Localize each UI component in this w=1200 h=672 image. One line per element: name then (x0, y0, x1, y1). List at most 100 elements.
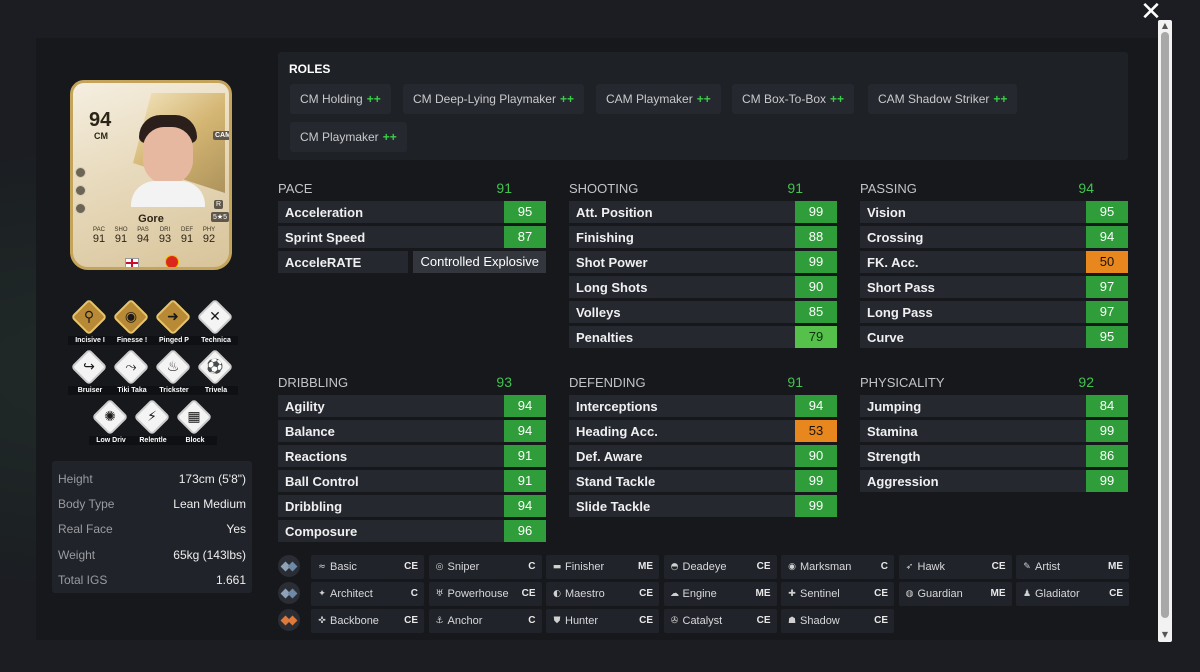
chemistry-style-shadow[interactable]: ☗ Shadow CE (781, 609, 894, 633)
role-chip[interactable]: CM Playmaker ++ (290, 122, 407, 152)
chemistry-style-name: Hawk (917, 561, 946, 573)
playstyle-technical-icon[interactable]: ✕ Technica (194, 298, 238, 350)
attribute-value: 94 (1086, 226, 1128, 249)
marksman-icon: ◉ (788, 562, 796, 572)
chemistry-style-hunter[interactable]: ⛊ Hunter CE (546, 609, 659, 633)
finesse-shot-icon: ◉ (124, 309, 138, 325)
attribute-group-shooting: SHOOTING 91 Att. Position 99 Finishing 88 Shot… (569, 178, 837, 351)
playstyle-trickster-icon[interactable]: ♨ Trickster (152, 348, 196, 400)
scroll-thumb[interactable] (1161, 32, 1169, 618)
chemistry-style-boost: CE (1109, 588, 1123, 599)
close-icon[interactable]: ✕ (1140, 0, 1162, 27)
gladiator-icon: ♟ (1022, 589, 1032, 599)
chemistry-style-backbone[interactable]: ✜ Backbone CE (311, 609, 424, 633)
attribute-row: Strength 86 (860, 444, 1128, 469)
attribute-row: Penalties 79 (569, 325, 837, 350)
card-skill-moves: 5★5 (211, 212, 229, 222)
card-stat: DEF 91 (180, 227, 194, 245)
chemistry-style-name: Gladiator (1035, 588, 1080, 600)
playstyle-finesse-shot-icon[interactable]: ◉ Finesse ! (110, 298, 154, 350)
chemistry-style-guardian[interactable]: ◍ Guardian ME (898, 582, 1012, 606)
scroll-up-arrow-icon[interactable]: ▲ (1161, 21, 1169, 30)
card-chip-icon (75, 167, 86, 178)
playstyle-tiki-taka-icon[interactable]: ⤳ Tiki Taka (110, 348, 154, 400)
attribute-label: Att. Position (576, 205, 653, 220)
attribute-group-header: PHYSICALITY 92 (860, 372, 1128, 394)
chemistry-style-basic[interactable]: ≈ Basic CE (311, 555, 424, 579)
chemistry-style-deadeye[interactable]: ◓ Deadeye CE (663, 555, 777, 579)
chemistry-style-maestro[interactable]: ◐ Maestro CE (546, 582, 659, 606)
attribute-group-total: 91 (787, 180, 803, 196)
card-stat: DRI 93 (158, 227, 172, 245)
attribute-group-total: 92 (1078, 374, 1094, 390)
attribute-group-title: PHYSICALITY (860, 375, 945, 390)
chemistry-style-hawk[interactable]: ➶ Hawk CE (898, 555, 1012, 579)
club-crest-icon (165, 255, 179, 267)
role-chip[interactable]: CAM Playmaker ++ (596, 84, 721, 114)
chemistry-style-sentinel[interactable]: ✚ Sentinel CE (781, 582, 894, 606)
chemistry-style-finisher[interactable]: ▬ Finisher ME (546, 555, 659, 579)
architect-icon: ✦ (318, 589, 326, 599)
role-chip[interactable]: CAM Shadow Striker ++ (868, 84, 1018, 114)
chemistry-style-gladiator[interactable]: ♟ Gladiator CE (1016, 582, 1129, 606)
attribute-group-passing: PASSING 94 Vision 95 Crossing 94 FK. Acc. 50 Sho… (860, 178, 1128, 351)
card-position: CM (94, 131, 108, 141)
card-chip-icon (75, 203, 86, 214)
chemistry-style-boost: C (410, 588, 418, 599)
role-chip[interactable]: CM Holding ++ (290, 84, 391, 114)
chemistry-style-engine[interactable]: ☁ Engine ME (663, 582, 777, 606)
playstyle-trivela-icon[interactable]: ⚽ Trivela (194, 348, 238, 400)
scrollbar[interactable]: ▲ ▼ (1158, 20, 1172, 642)
artist-icon: ✎ (1023, 562, 1031, 572)
attribute-row: Interceptions 94 (569, 394, 837, 419)
attribute-label: Sprint Speed (285, 230, 366, 246)
attribute-value: 99 (795, 251, 837, 274)
playstyle-relentless-icon[interactable]: ⚡ Relentle (131, 398, 175, 450)
chemistry-style-anchor[interactable]: ⚓ Anchor C (428, 609, 542, 633)
chemistry-style-sniper[interactable]: ◎ Sniper C (428, 555, 542, 579)
attribute-row: Volleys 85 (569, 300, 837, 325)
playstyle-low-driven-shot-icon[interactable]: ✺ Low Driv (89, 398, 133, 450)
basic-icon: ≈ (318, 562, 326, 572)
chemistry-style-catalyst[interactable]: ✇ Catalyst CE (663, 609, 777, 633)
playstyle-label: Bruiser (68, 386, 112, 395)
attribute-label: Def. Aware (576, 449, 643, 465)
attribute-label: Stamina (867, 424, 918, 440)
attribute-value: 53 (795, 420, 837, 443)
powerhouse-icon: ♅ (435, 589, 444, 599)
sentinel-icon: ✚ (788, 589, 796, 599)
attribute-group-total: 91 (496, 180, 512, 196)
chemistry-style-name: Backbone (330, 615, 379, 627)
attribute-value: 94 (504, 420, 546, 443)
role-chip[interactable]: CM Box-To-Box ++ (732, 84, 855, 114)
attribute-row: Composure 96 (278, 519, 546, 544)
attribute-row: Vision 95 (860, 200, 1128, 225)
chemistry-style-row: ✜ Backbone CE ⚓ Anchor C ⛊ Hunter CE ✇ Catalyst CE ☗… (278, 609, 1130, 633)
attribute-value: 99 (1086, 470, 1128, 493)
scroll-down-arrow-icon[interactable]: ▼ (1161, 630, 1169, 639)
playstyle-label: Block (173, 436, 217, 445)
playstyle-bruiser-icon[interactable]: ↪ Bruiser (68, 348, 112, 400)
chemistry-category-icon (278, 555, 300, 577)
chemistry-style-name: Artist (1035, 561, 1061, 573)
chemistry-style-marksman[interactable]: ◉ Marksman C (781, 555, 894, 579)
info-row: Height 173cm (5'8") (58, 471, 246, 486)
attribute-row: Stand Tackle 99 (569, 469, 837, 494)
player-card[interactable]: 94 CM CAM R 5★5 Gore PAC 91 SHO 91 PAS 94 D… (70, 80, 232, 270)
role-chip[interactable]: CM Deep-Lying Playmaker ++ (403, 84, 584, 114)
chemistry-style-name: Marksman (800, 561, 852, 573)
chemistry-style-boost: ME (990, 588, 1006, 599)
playstyle-pinged-pass-icon[interactable]: ➜ Pinged P (152, 298, 196, 350)
chemistry-style-artist[interactable]: ✎ Artist ME (1016, 555, 1129, 579)
playstyle-incisive-pass-icon[interactable]: ⚲ Incisive I (68, 298, 112, 350)
attribute-group-defending: DEFENDING 91 Interceptions 94 Heading Acc. 53… (569, 372, 837, 519)
attribute-row: Balance 94 (278, 419, 546, 444)
card-player-name: Gore (138, 213, 164, 225)
chemistry-style-architect[interactable]: ✦ Architect C (311, 582, 424, 606)
attribute-group-header: SHOOTING 91 (569, 178, 837, 200)
player-face (131, 115, 205, 207)
attribute-label: Finishing (576, 230, 634, 246)
chemistry-style-powerhouse[interactable]: ♅ Powerhouse CE (428, 582, 542, 606)
attribute-group-dribbling: DRIBBLING 93 Agility 94 Balance 94 Reactions 91… (278, 372, 546, 545)
playstyle-block-icon[interactable]: ▦ Block (173, 398, 217, 450)
